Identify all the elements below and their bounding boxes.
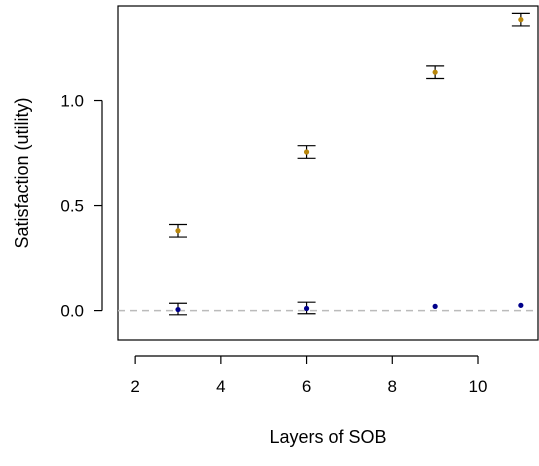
x-axis-title: Layers of SOB xyxy=(269,427,386,447)
data-point xyxy=(303,149,310,155)
data-point xyxy=(518,302,524,308)
data-point xyxy=(518,17,524,23)
data-point xyxy=(432,69,438,75)
x-tick-label: 6 xyxy=(302,377,311,396)
y-tick-label: 0.0 xyxy=(60,302,84,321)
x-tick-label: 2 xyxy=(130,377,139,396)
x-tick-label: 10 xyxy=(469,377,488,396)
y-tick-label: 1.0 xyxy=(60,92,84,111)
x-tick-label: 4 xyxy=(216,377,225,396)
y-axis-title: Satisfaction (utility) xyxy=(12,97,32,248)
plot-frame xyxy=(117,5,539,341)
x-tick-label: 8 xyxy=(388,377,397,396)
data-point xyxy=(432,303,438,309)
y-tick-label: 0.5 xyxy=(60,197,84,216)
data-point xyxy=(175,306,181,313)
data-point xyxy=(175,228,181,234)
data-point xyxy=(303,305,310,312)
